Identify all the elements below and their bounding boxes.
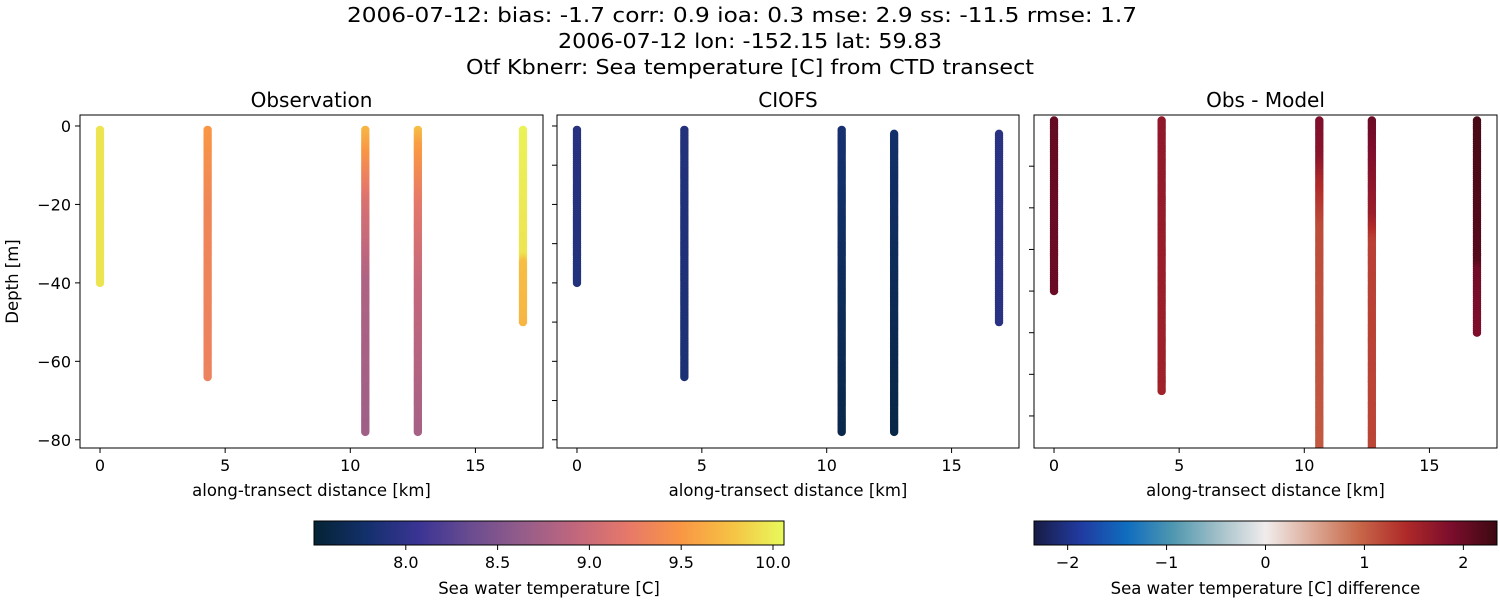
y-tick-label: −60	[37, 352, 71, 371]
profile-1	[1157, 116, 1166, 396]
colorbar-thermal: 8.0 8.5 9.0 9.5 10.0 Sea water temperature [C…	[313, 520, 791, 598]
profile-4	[1472, 116, 1482, 337]
colorbar-gradient	[313, 520, 785, 546]
panel-title: CIOFS	[758, 88, 817, 112]
suptitle: 2006-07-12: bias: -1.7 corr: 0.9 ioa: 0.…	[347, 3, 1137, 79]
axes-frame	[79, 114, 544, 449]
y-tick-label: −20	[37, 195, 71, 214]
suptitle-variable: Otf Kbnerr: Sea temperature [C] from CTD…	[466, 55, 1034, 79]
x-tick-label: 5	[697, 456, 707, 475]
x-axis-label: along-transect distance [km]	[192, 481, 431, 500]
profile-2	[1315, 116, 1324, 461]
data-point	[889, 427, 899, 437]
panel-obs-model: Obs - Model 0 5 10 15 along-transect distance…	[1029, 88, 1498, 500]
profile-0	[1049, 116, 1059, 296]
data-point	[1368, 453, 1376, 461]
y-tick-label: 0	[61, 117, 71, 136]
y-tick-label: −40	[37, 274, 71, 293]
colorbar-gradient	[1033, 520, 1498, 546]
x-tick-label: 10	[817, 456, 837, 475]
colorbar-label: Sea water temperature [C] difference	[1111, 579, 1421, 598]
panel-title: Obs - Model	[1206, 88, 1325, 112]
data-point	[994, 317, 1004, 327]
data-point	[203, 372, 212, 382]
data-point	[1157, 386, 1166, 396]
panel-observation: Observation 0 5 10 15 0 −20 −40 −60 −80 along-tran…	[3, 88, 544, 500]
suptitle-location: 2006-07-12 lon: -152.15 lat: 59.83	[558, 29, 942, 53]
data-point	[1315, 451, 1323, 459]
x-tick-label: 0	[95, 456, 105, 475]
colorbar-label: Sea water temperature [C]	[438, 579, 660, 598]
colorbar-tick-label: 9.0	[577, 553, 602, 572]
profile-3	[889, 129, 899, 437]
profile-3	[1367, 116, 1377, 461]
data-point	[1315, 449, 1323, 457]
axes-frame	[1033, 114, 1498, 449]
data-point	[1472, 328, 1482, 337]
scatter-points	[572, 125, 1004, 437]
panel-ciofs: CIOFS 0 5 10 15 along-transect distance [km]	[552, 88, 1020, 500]
x-tick-label: 0	[1049, 456, 1059, 475]
x-tick-label: 5	[220, 456, 230, 475]
colorbar-tick-label: −1	[1155, 553, 1179, 572]
x-tick-label: 0	[572, 456, 582, 475]
x-axis-label: along-transect distance [km]	[669, 481, 908, 500]
y-tick-label: −80	[37, 431, 71, 450]
colorbar-tick-label: 1	[1359, 553, 1369, 572]
colorbar-tick-label: 8.5	[485, 553, 510, 572]
profile-4	[518, 125, 528, 327]
profile-0	[95, 125, 105, 288]
x-tick-label: 15	[465, 456, 485, 475]
data-point	[518, 317, 528, 327]
data-point	[95, 278, 105, 288]
data-point	[572, 278, 582, 288]
x-axis-label: along-transect distance [km]	[1146, 481, 1385, 500]
data-point	[413, 427, 423, 437]
colorbar-tick-label: −2	[1056, 553, 1080, 572]
data-point	[1368, 451, 1376, 459]
suptitle-stats: 2006-07-12: bias: -1.7 corr: 0.9 ioa: 0.…	[347, 3, 1137, 27]
colorbar-tick-label: 10.0	[755, 553, 791, 572]
axes-frame	[556, 114, 1020, 449]
data-point	[1368, 449, 1376, 457]
scatter-points	[1049, 116, 1482, 461]
profile-2	[361, 125, 370, 437]
colorbar-tick-label: 8.0	[393, 553, 418, 572]
data-point	[680, 372, 689, 382]
x-tick-label: 15	[941, 456, 961, 475]
data-point	[1315, 445, 1324, 448]
x-tick-label: 10	[1294, 456, 1314, 475]
data-point	[361, 427, 370, 437]
profile-1	[680, 125, 689, 382]
colorbar-tick-label: 0	[1260, 553, 1270, 572]
profile-0	[572, 125, 582, 288]
data-point	[837, 427, 846, 437]
profile-4	[994, 129, 1004, 327]
x-tick-label: 10	[340, 456, 360, 475]
panel-title: Observation	[251, 88, 373, 112]
x-tick-label: 15	[1419, 456, 1439, 475]
data-point	[1049, 286, 1059, 296]
y-axis-label: Depth [m]	[3, 239, 22, 323]
scatter-points	[95, 125, 528, 437]
x-tick-label: 5	[1174, 456, 1184, 475]
profile-1	[203, 125, 212, 382]
colorbar-tick-label: 9.5	[668, 553, 693, 572]
data-point	[1367, 445, 1376, 448]
profile-3	[413, 125, 423, 437]
data-point	[1315, 453, 1323, 461]
colorbar-balance: −2 −1 0 1 2 Sea water temperature [C] differe…	[1033, 520, 1498, 598]
colorbar-tick-label: 2	[1458, 553, 1468, 572]
profile-2	[837, 125, 846, 437]
